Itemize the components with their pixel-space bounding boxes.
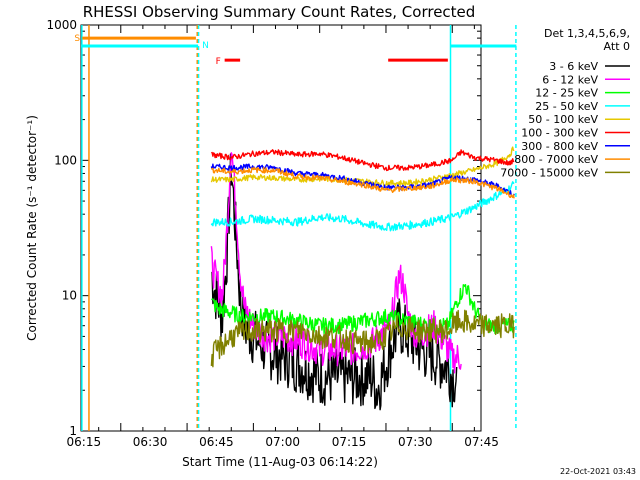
legend-entry-label: 50 - 100 keV <box>528 113 598 126</box>
series-line <box>210 166 515 199</box>
y-tick-label: 1 <box>69 424 77 438</box>
legend-entry-label: 25 - 50 keV <box>535 100 598 113</box>
y-axis-tick-labels: 1 10 100 1000 <box>46 18 77 438</box>
x-axis-tick-labels: 06:15 06:30 06:45 07:00 07:15 07:30 07:45 <box>67 435 499 449</box>
x-tick-label: 07:45 <box>464 435 499 449</box>
x-tick-label: 06:45 <box>199 435 234 449</box>
x-tick-label: 06:15 <box>67 435 102 449</box>
x-tick-label: 07:00 <box>265 435 300 449</box>
plot-frame <box>80 24 482 432</box>
y-tick-label: 10 <box>62 289 77 303</box>
legend-header-line2: Att 0 <box>604 40 630 53</box>
x-tick-label: 07:15 <box>332 435 367 449</box>
legend-entry-label: 6 - 12 keV <box>542 73 598 86</box>
legend-entry-label: 800 - 7000 keV <box>514 153 598 166</box>
legend-entry-label: 7000 - 15000 keV <box>500 166 598 179</box>
legend-entry-label: 100 - 300 keV <box>521 127 598 140</box>
legend-entry-label: 300 - 800 keV <box>521 140 598 153</box>
x-tick-label: 07:30 <box>398 435 433 449</box>
x-axis-label: Start Time (11-Aug-03 06:14:22) <box>182 455 378 469</box>
y-tick-label: 1000 <box>46 18 77 32</box>
series-layer <box>210 146 515 411</box>
y-axis-label: Corrected Count Rate (s⁻¹ detector⁻¹) <box>25 115 39 341</box>
y-tick-label: 100 <box>54 153 77 167</box>
legend-entry-label: 3 - 6 keV <box>549 60 598 73</box>
chart-title: RHESSI Observing Summary Count Rates, Co… <box>83 3 476 21</box>
saa-label: S <box>74 34 80 44</box>
series-line <box>211 284 515 335</box>
x-tick-label: 06:30 <box>133 435 168 449</box>
series-line <box>210 309 515 368</box>
legend-header-line1: Det 1,3,4,5,6,9, <box>544 27 630 40</box>
night-label: N <box>202 41 209 51</box>
legend-entry-label: 12 - 25 keV <box>535 87 598 100</box>
series-line <box>210 181 515 232</box>
annotation-layer: S NF <box>74 25 517 431</box>
series-line <box>210 149 515 172</box>
flare-label: F <box>216 57 221 67</box>
series-line <box>211 153 458 411</box>
series-line <box>210 146 515 187</box>
footer-date: 22-Oct-2021 03:43 <box>560 467 636 476</box>
